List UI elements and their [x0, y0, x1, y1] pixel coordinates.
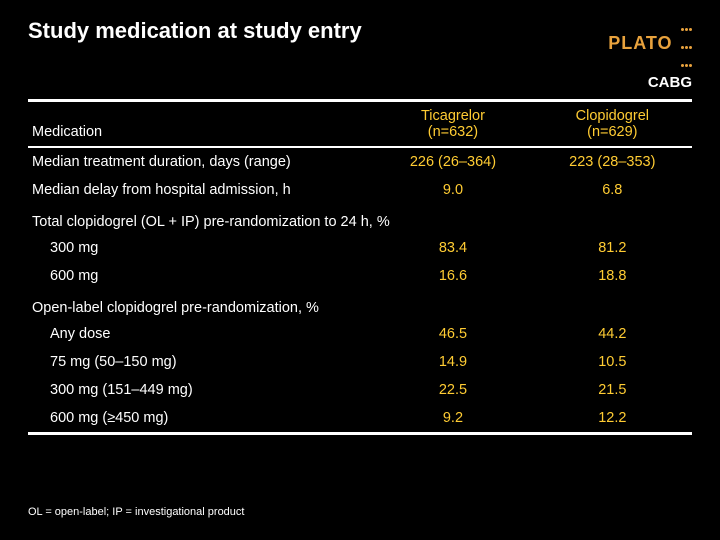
col-header-ticagrelor: Ticagrelor (n=632) [373, 101, 532, 148]
row-label: 600 mg (≥450 mg) [28, 404, 373, 434]
header: Study medication at study entry PLATO CA… [28, 18, 692, 91]
row-clop-value: 10.5 [533, 348, 692, 376]
row-label: Any dose [28, 320, 373, 348]
row-clop-value: 81.2 [533, 234, 692, 262]
tic-name: Ticagrelor [421, 108, 485, 124]
row-tic-value: 83.4 [373, 234, 532, 262]
table-row: 600 mg (≥450 mg) 9.2 12.2 [28, 404, 692, 434]
row-clop-value: 12.2 [533, 404, 692, 434]
clop-name: Clopidogrel [576, 108, 649, 124]
tic-n: (n=632) [428, 124, 478, 140]
row-clop-value: 18.8 [533, 262, 692, 290]
table-row: Any dose 46.5 44.2 [28, 320, 692, 348]
section-header-row: Open-label clopidogrel pre-randomization… [28, 290, 692, 320]
section-label: Total clopidogrel (OL + IP) pre-randomiz… [28, 204, 692, 234]
row-tic-value: 22.5 [373, 376, 532, 404]
row-tic-value: 14.9 [373, 348, 532, 376]
row-label: 75 mg (50–150 mg) [28, 348, 373, 376]
section-header-row: Total clopidogrel (OL + IP) pre-randomiz… [28, 204, 692, 234]
row-label: Median treatment duration, days (range) [28, 147, 373, 176]
table-row: Median delay from hospital admission, h … [28, 176, 692, 204]
table-row: Median treatment duration, days (range) … [28, 147, 692, 176]
logo-text: PLATO [608, 33, 672, 53]
plato-logo: PLATO [608, 18, 692, 72]
row-label: 600 mg [28, 262, 373, 290]
row-tic-value: 16.6 [373, 262, 532, 290]
clop-n: (n=629) [587, 124, 637, 140]
row-tic-value: 9.0 [373, 176, 532, 204]
section-label: Open-label clopidogrel pre-randomization… [28, 290, 692, 320]
table-row: 300 mg 83.4 81.2 [28, 234, 692, 262]
row-tic-value: 46.5 [373, 320, 532, 348]
footnote: OL = open-label; IP = investigational pr… [28, 506, 244, 518]
row-tic-value: 9.2 [373, 404, 532, 434]
row-label: 300 mg (151–449 mg) [28, 376, 373, 404]
table-header-row: Medication Ticagrelor (n=632) Clopidogre… [28, 101, 692, 148]
row-tic-value: 226 (26–364) [373, 147, 532, 176]
row-clop-value: 6.8 [533, 176, 692, 204]
table-row: 600 mg 16.6 18.8 [28, 262, 692, 290]
row-label: 300 mg [28, 234, 373, 262]
row-clop-value: 223 (28–353) [533, 147, 692, 176]
table-row: 75 mg (50–150 mg) 14.9 10.5 [28, 348, 692, 376]
subtitle: CABG [608, 74, 692, 91]
medication-table: Medication Ticagrelor (n=632) Clopidogre… [28, 99, 692, 435]
col-header-clopidogrel: Clopidogrel (n=629) [533, 101, 692, 148]
col-header-medication: Medication [28, 101, 373, 148]
row-clop-value: 44.2 [533, 320, 692, 348]
row-clop-value: 21.5 [533, 376, 692, 404]
row-label: Median delay from hospital admission, h [28, 176, 373, 204]
table-row: 300 mg (151–449 mg) 22.5 21.5 [28, 376, 692, 404]
brand-area: PLATO CABG [608, 18, 692, 91]
page-title: Study medication at study entry [28, 18, 362, 44]
logo-dots-icon [680, 18, 692, 72]
